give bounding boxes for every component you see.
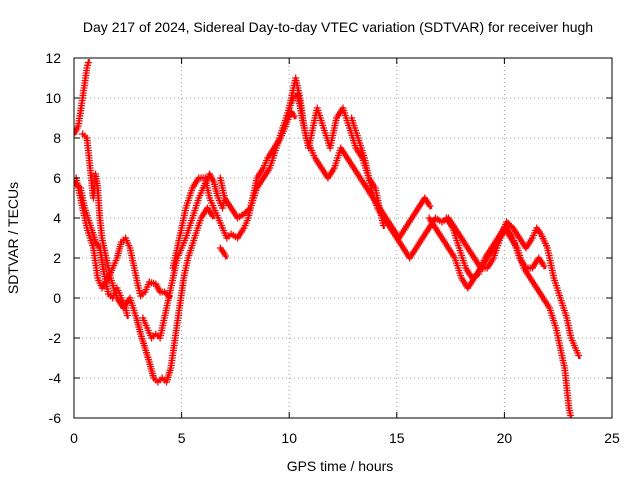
plus-marker [540,262,548,270]
x-tick-label: 20 [497,430,513,446]
plus-marker [74,130,78,138]
plus-marker [240,210,248,218]
x-tick-label: 0 [70,430,78,446]
y-tick-label: 10 [45,90,61,106]
y-tick-label: 6 [53,170,61,186]
plus-marker [503,218,511,226]
plus-marker [575,352,583,359]
axis-ticks: 0 5 10 15 20 25 -6 -4 -2 0 2 4 6 8 10 12 [45,50,620,446]
plus-marker [160,288,168,296]
x-tick-label: 25 [604,430,620,446]
plus-marker [123,312,131,319]
y-tick-label: 0 [53,290,61,306]
plus-marker [243,207,251,215]
y-axis-label: SDTVAR / TECUs [5,182,21,294]
x-axis-label: GPS time / hours [287,458,394,474]
y-tick-label: -6 [49,410,62,426]
plot-frame [73,57,613,419]
plus-marker [504,220,512,227]
y-tick-label: -4 [49,370,62,386]
plus-marker [506,221,514,229]
plus-marker [222,252,230,260]
x-tick-label: 5 [178,430,186,446]
y-tick-label: -2 [49,330,62,346]
data-traces [74,58,583,418]
y-tick-label: 8 [53,130,61,146]
plus-marker [242,209,250,216]
plus-marker [84,59,92,67]
x-tick-label: 15 [389,430,405,446]
plus-marker [290,112,298,120]
y-tick-label: 2 [53,250,61,266]
plus-marker [426,202,434,210]
y-tick-label: 12 [45,50,61,66]
y-tick-label: 4 [53,210,61,226]
chart-title: Day 217 of 2024, Sidereal Day-to-day VTE… [83,19,593,35]
x-tick-label: 10 [281,430,297,446]
